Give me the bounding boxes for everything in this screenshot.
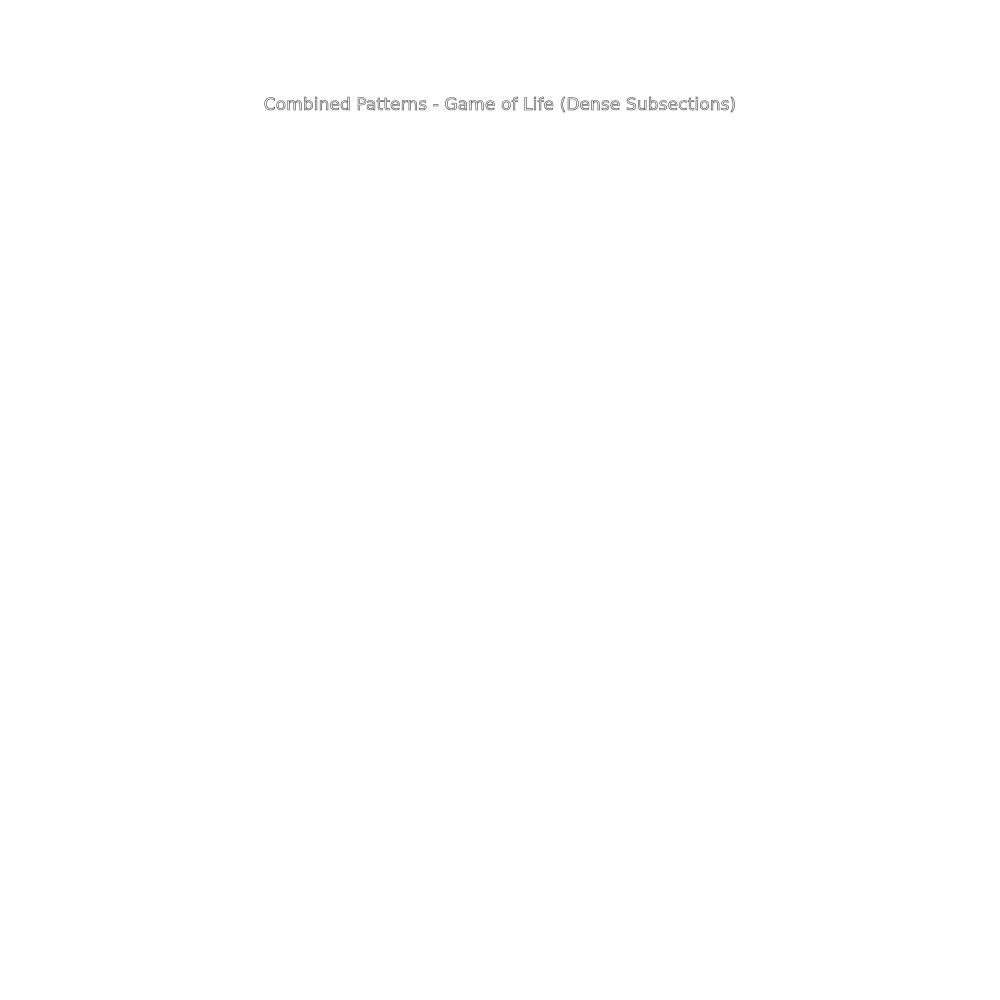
life-grid-area xyxy=(125,125,875,875)
figure-title: Combined Patterns - Game of Life (Dense … xyxy=(263,95,737,116)
